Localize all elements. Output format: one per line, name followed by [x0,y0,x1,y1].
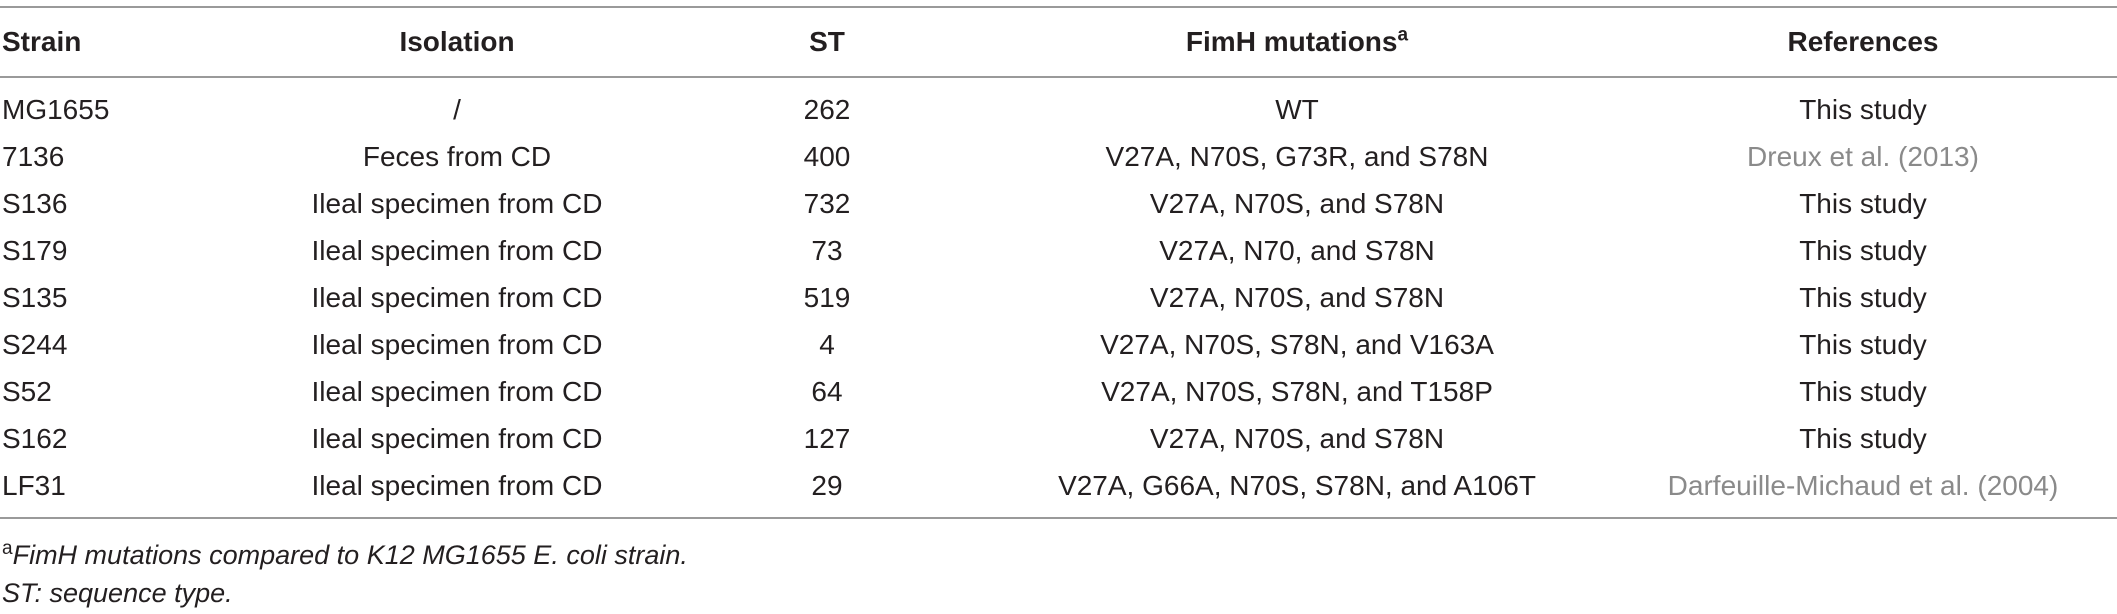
cell-isolation: Ileal specimen from CD [311,375,603,407]
cell-isolation: Ileal specimen from CD [311,281,603,313]
footnote-a-text: FimH mutations compared to K12 MG1655 E.… [12,540,688,570]
table-row: S162 Ileal specimen from CD 127 V27A, N70S,… [0,415,2117,462]
cell-strain: S244 [2,328,68,360]
table-row: LF31 Ileal specimen from CD 29 V27A, G66A, … [0,462,2117,518]
strain-table: Strain Isolation ST FimH mutationsa Refe… [0,6,2117,519]
table-row: S244 Ileal specimen from CD 4 V27A, N70S, S… [0,321,2117,368]
cell-fimh-mutations: V27A, N70S, S78N, and V163A [1100,328,1494,360]
cell-strain: S52 [2,375,52,407]
cell-fimh-mutations: V27A, N70S, S78N, and T158P [1101,375,1493,407]
cell-reference: This study [1799,422,1927,454]
cell-reference-link[interactable]: Dreux et al. (2013) [1747,140,1979,172]
table-footnotes: aFimH mutations compared to K12 MG1655 E… [2,536,688,612]
cell-fimh-mutations: V27A, N70S, G73R, and S78N [1105,140,1489,172]
cell-fimh-mutations: V27A, N70S, and S78N [1149,422,1445,454]
table-row: S52 Ileal specimen from CD 64 V27A, N70S, S… [0,368,2117,415]
table-row: 7136 Feces from CD 400 V27A, N70S, G73R, an… [0,133,2117,180]
table-header-row: Strain Isolation ST FimH mutationsa Refe… [0,7,2117,77]
header-references: References [1787,26,1939,57]
header-fimh-footnote-mark: a [1397,24,1409,46]
cell-fimh-mutations: V27A, N70S, and S78N [1149,281,1445,313]
header-strain: Strain [2,26,82,57]
cell-isolation: Ileal specimen from CD [311,469,603,501]
header-fimh-mutations: FimH mutationsa [987,7,1607,77]
cell-reference: This study [1799,93,1927,125]
cell-st: 29 [811,469,843,501]
cell-fimh-mutations: WT [1275,93,1319,125]
cell-st: 64 [811,375,843,407]
cell-strain: LF31 [2,469,66,501]
cell-st: 400 [803,140,851,172]
table-row: S135 Ileal specimen from CD 519 V27A, N70S,… [0,274,2117,321]
table-row: S136 Ileal specimen from CD 732 V27A, N70S,… [0,180,2117,227]
cell-st: 262 [803,93,851,125]
cell-reference: This study [1799,281,1927,313]
cell-reference: This study [1799,328,1927,360]
cell-strain: MG1655 [2,93,110,125]
cell-strain: S162 [2,422,68,454]
cell-isolation: Ileal specimen from CD [311,328,603,360]
cell-st: 73 [811,234,843,266]
cell-strain: S135 [2,281,68,313]
cell-strain: S136 [2,187,68,219]
cell-fimh-mutations: V27A, G66A, N70S, S78N, and A106T [1058,469,1536,501]
footnote-a-mark: a [2,538,13,559]
cell-isolation: Feces from CD [362,140,552,172]
cell-strain: 7136 [2,140,65,172]
cell-fimh-mutations: V27A, N70S, and S78N [1149,187,1445,219]
cell-isolation: Ileal specimen from CD [311,187,603,219]
table-row: MG1655 / 262 WT This study [0,77,2117,133]
footnote-st: ST: sequence type. [2,578,233,608]
strain-table-container: Strain Isolation ST FimH mutationsa Refe… [0,6,2117,519]
cell-st: 732 [803,187,851,219]
table-row: S179 Ileal specimen from CD 73 V27A, N70, a… [0,227,2117,274]
cell-reference: This study [1799,234,1927,266]
cell-isolation: Ileal specimen from CD [311,422,603,454]
cell-reference: This study [1799,187,1927,219]
cell-fimh-mutations: V27A, N70, and S78N [1159,234,1435,266]
table-body: MG1655 / 262 WT This study 7136 Feces from CD 4… [0,77,2117,518]
cell-st: 127 [803,422,851,454]
cell-reference-link[interactable]: Darfeuille-Michaud et al. (2004) [1667,469,2059,501]
cell-isolation: Ileal specimen from CD [311,234,603,266]
header-isolation: Isolation [399,26,515,57]
cell-st: 4 [819,328,835,360]
cell-st: 519 [803,281,851,313]
cell-reference: This study [1799,375,1927,407]
cell-strain: S179 [2,234,68,266]
footnote-a: aFimH mutations compared to K12 MG1655 E… [2,536,688,574]
header-fimh-label: FimH mutations [1185,26,1398,57]
cell-isolation: / [453,93,461,125]
header-st: ST [809,26,845,57]
